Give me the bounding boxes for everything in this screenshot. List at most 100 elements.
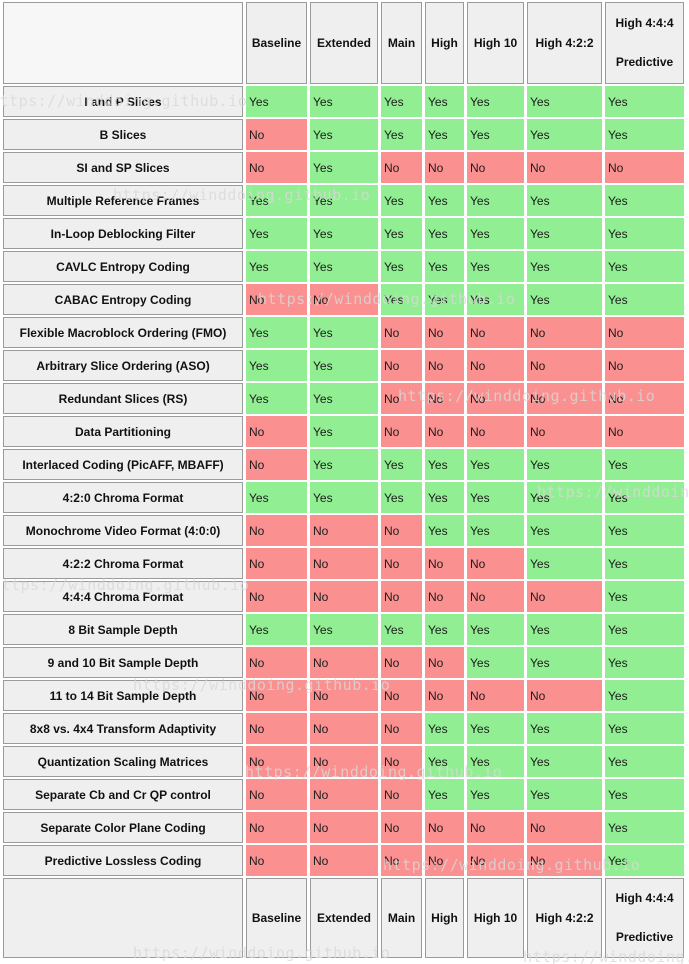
value-cell-baseline: Yes [246,482,307,513]
value-cell-high-4-2-2: Yes [527,515,602,546]
feature-row-9-and-10-bit-sample-depth: 9 and 10 Bit Sample Depth No No No No Yes Yes Y… [3,647,684,678]
feature-row-quantization-scaling-matrices: Quantization Scaling Matrices No No No Yes Ye… [3,746,684,777]
column-header-high: High [425,878,464,958]
value-cell-high-4-2-2: No [527,581,602,612]
feature-label: 8x8 vs. 4x4 Transform Adaptivity [3,713,243,744]
value-cell-extended: Yes [310,185,378,216]
value-cell-high: Yes [425,779,464,810]
value-cell-high: Yes [425,713,464,744]
feature-row-monochrome-video-format-4-0-0: Monochrome Video Format (4:0:0) No No No Yes… [3,515,684,546]
value-cell-high-4-2-2: No [527,845,602,876]
column-header-baseline: Baseline [246,2,307,84]
value-cell-high: No [425,350,464,381]
value-cell-high: Yes [425,482,464,513]
value-cell-baseline: No [246,779,307,810]
feature-label: Arbitrary Slice Ordering (ASO) [3,350,243,381]
value-cell-high-10: No [467,350,524,381]
feature-row-redundant-slices-rs: Redundant Slices (RS) Yes Yes No No No No No [3,383,684,414]
value-cell-high-4-4-4-predictive: Yes [605,251,684,282]
value-cell-main: Yes [381,284,422,315]
value-cell-extended: No [310,515,378,546]
feature-row-cavlc-entropy-coding: CAVLC Entropy Coding Yes Yes Yes Yes Yes Yes Ye… [3,251,684,282]
value-cell-high-4-4-4-predictive: Yes [605,746,684,777]
value-cell-main: No [381,317,422,348]
value-cell-high-10: Yes [467,779,524,810]
table-footer: Baseline Extended Main High High 10 High 4:2:… [3,878,684,958]
value-cell-baseline: No [246,845,307,876]
value-cell-high: No [425,647,464,678]
value-cell-baseline: No [246,746,307,777]
column-header-high-10: High 10 [467,2,524,84]
value-cell-high-4-2-2: Yes [527,614,602,645]
value-cell-main: No [381,416,422,447]
value-cell-high-4-4-4-predictive: No [605,317,684,348]
column-header-main: Main [381,2,422,84]
value-cell-high-10: No [467,317,524,348]
value-cell-high-4-4-4-predictive: Yes [605,119,684,150]
value-cell-high-10: No [467,383,524,414]
value-cell-high-10: Yes [467,482,524,513]
value-cell-high: Yes [425,185,464,216]
value-cell-baseline: No [246,284,307,315]
column-header-baseline: Baseline [246,878,307,958]
feature-row-multiple-reference-frames: Multiple Reference Frames Yes Yes Yes Yes Yes… [3,185,684,216]
value-cell-baseline: Yes [246,383,307,414]
value-cell-high-10: No [467,152,524,183]
value-cell-high-4-4-4-predictive: Yes [605,680,684,711]
value-cell-extended: No [310,812,378,843]
value-cell-high-4-4-4-predictive: Yes [605,449,684,480]
value-cell-high-10: No [467,845,524,876]
feature-row-4-2-2-chroma-format: 4:2:2 Chroma Format No No No No No Yes Yes [3,548,684,579]
value-cell-high-4-4-4-predictive: Yes [605,515,684,546]
value-cell-main: No [381,845,422,876]
feature-row-b-slices: B Slices No Yes Yes Yes Yes Yes Yes [3,119,684,150]
value-cell-high-4-2-2: No [527,416,602,447]
value-cell-high: No [425,416,464,447]
column-header-high-4-2-2: High 4:2:2 [527,2,602,84]
value-cell-extended: Yes [310,482,378,513]
value-cell-extended: Yes [310,86,378,117]
value-cell-extended: No [310,746,378,777]
value-cell-high-10: Yes [467,185,524,216]
value-cell-high-10: Yes [467,284,524,315]
value-cell-high-4-2-2: Yes [527,185,602,216]
value-cell-baseline: No [246,581,307,612]
value-cell-main: Yes [381,86,422,117]
value-cell-high-10: Yes [467,86,524,117]
feature-label: B Slices [3,119,243,150]
value-cell-high-4-4-4-predictive: Yes [605,86,684,117]
feature-row-i-and-p-slices: I and P Slices Yes Yes Yes Yes Yes Yes Yes [3,86,684,117]
value-cell-high-10: Yes [467,515,524,546]
feature-row-separate-color-plane-coding: Separate Color Plane Coding No No No No No No Y… [3,812,684,843]
column-header-main: Main [381,878,422,958]
value-cell-high-4-4-4-predictive: Yes [605,185,684,216]
table-header: Baseline Extended Main High High 10 High 4:2:… [3,2,684,84]
value-cell-high: No [425,152,464,183]
value-cell-extended: Yes [310,449,378,480]
value-cell-high: Yes [425,86,464,117]
feature-row-4-4-4-chroma-format: 4:4:4 Chroma Format No No No No No No Yes [3,581,684,612]
value-cell-extended: No [310,284,378,315]
value-cell-main: No [381,152,422,183]
value-cell-main: No [381,515,422,546]
value-cell-high: Yes [425,119,464,150]
value-cell-high-10: Yes [467,746,524,777]
value-cell-baseline: No [246,152,307,183]
value-cell-high-4-2-2: Yes [527,746,602,777]
feature-label: Multiple Reference Frames [3,185,243,216]
value-cell-high-4-2-2: No [527,152,602,183]
value-cell-high-4-2-2: Yes [527,713,602,744]
feature-label: CABAC Entropy Coding [3,284,243,315]
value-cell-high-4-2-2: Yes [527,218,602,249]
value-cell-extended: No [310,581,378,612]
value-cell-baseline: Yes [246,218,307,249]
feature-row-predictive-lossless-coding: Predictive Lossless Coding No No No No No No Ye… [3,845,684,876]
value-cell-high-10: Yes [467,647,524,678]
feature-label: Separate Color Plane Coding [3,812,243,843]
feature-label: Quantization Scaling Matrices [3,746,243,777]
value-cell-high: Yes [425,251,464,282]
value-cell-extended: Yes [310,317,378,348]
feature-label: Separate Cb and Cr QP control [3,779,243,810]
value-cell-main: No [381,581,422,612]
value-cell-baseline: Yes [246,350,307,381]
